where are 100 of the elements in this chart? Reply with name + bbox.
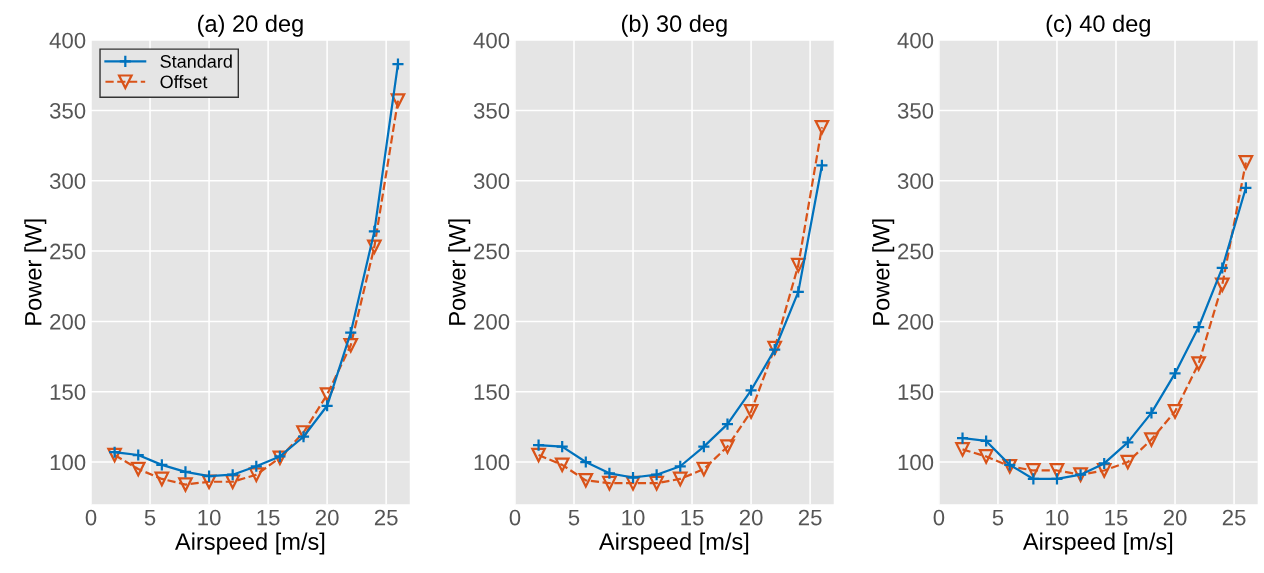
point [344,325,358,340]
point [107,447,122,463]
point [578,472,594,488]
point [1238,155,1254,170]
y-tick-label: 150 [50,384,86,400]
point [1191,356,1207,371]
chart-title: (b) 30 deg [622,14,727,37]
point [790,257,806,273]
x-tick-label: 20 [739,509,763,526]
point [1215,261,1229,275]
point [531,447,546,463]
point [649,468,664,482]
point [320,399,334,413]
y-tick-label: 300 [897,173,934,190]
y-axis-title: Power [W] [448,219,471,325]
chart-title: (c) 40 deg [1046,14,1150,37]
point [366,239,382,255]
point [367,224,382,239]
x-tick-label: 25 [798,509,822,526]
y-tick-label: 200 [474,313,510,330]
point [744,383,758,397]
point [1168,366,1182,381]
chart-title: (a) 20 deg [198,14,303,37]
point [1050,472,1064,486]
y-tick-label: 300 [49,173,86,190]
x-tick-label: 15 [257,509,280,526]
x-tick-label: 15 [1105,509,1128,526]
point [319,387,335,402]
y-axis-title: Power [W] [24,219,47,325]
point [672,471,688,487]
x-axis-title: Airspeed [m/s] [1022,532,1173,555]
point [1120,454,1136,470]
legend-label: Standard [160,54,232,68]
y-tick-label: 250 [474,243,510,260]
x-tick-label: 20 [1163,509,1187,526]
point [602,475,617,491]
point [791,285,805,299]
point [1121,435,1135,450]
point [955,431,970,445]
point [296,430,311,444]
point [979,434,993,448]
x-tick-label: 25 [1222,509,1246,526]
y-tick-label: 400 [49,32,86,49]
point [201,474,217,490]
x-tick-label: 5 [992,509,1004,526]
point [978,449,994,464]
y-tick-label: 350 [49,102,86,119]
y-tick-label: 350 [473,102,510,119]
point [1049,463,1065,478]
point [249,459,263,473]
x-tick-label: 20 [315,509,339,526]
point [1026,463,1041,478]
point [1167,404,1183,419]
point [554,457,570,473]
x-tick-label: 10 [1046,509,1069,526]
point [673,459,687,473]
y-tick-label: 150 [898,384,934,400]
point [743,404,759,419]
point [225,474,241,490]
point [155,458,169,472]
point [720,439,735,454]
point [955,442,970,457]
point [720,417,735,431]
point [1144,406,1159,420]
point [815,158,829,172]
point [1026,472,1041,486]
point [130,461,146,477]
point [1144,432,1159,447]
point [178,465,193,479]
y-tick-label: 300 [473,173,510,190]
point [531,438,546,452]
point [697,439,711,454]
x-tick-label: 0 [933,509,945,526]
y-tick-label: 150 [474,384,510,400]
x-tick-label: 0 [509,509,521,526]
point [696,461,712,477]
point [107,445,122,459]
x-tick-label: 10 [622,509,645,526]
y-tick-label: 400 [897,32,934,49]
point [131,448,145,462]
y-axis-title: Power [W] [872,219,895,325]
x-tick-label: 15 [681,509,704,526]
point [202,469,216,483]
point [226,468,240,482]
point [154,471,170,487]
point [178,477,193,492]
point [391,57,405,71]
point [343,337,359,353]
y-tick-label: 250 [898,243,934,260]
x-tick-label: 25 [374,509,398,526]
point [1097,456,1111,471]
legend-label: Offset [160,75,208,89]
y-tick-label: 400 [473,32,510,49]
x-tick-label: 5 [568,509,580,526]
y-tick-label: 100 [474,454,510,471]
point [555,439,569,454]
y-tick-label: 100 [50,454,86,471]
y-tick-label: 250 [50,243,86,260]
y-tick-label: 350 [897,102,934,119]
point [579,455,593,469]
